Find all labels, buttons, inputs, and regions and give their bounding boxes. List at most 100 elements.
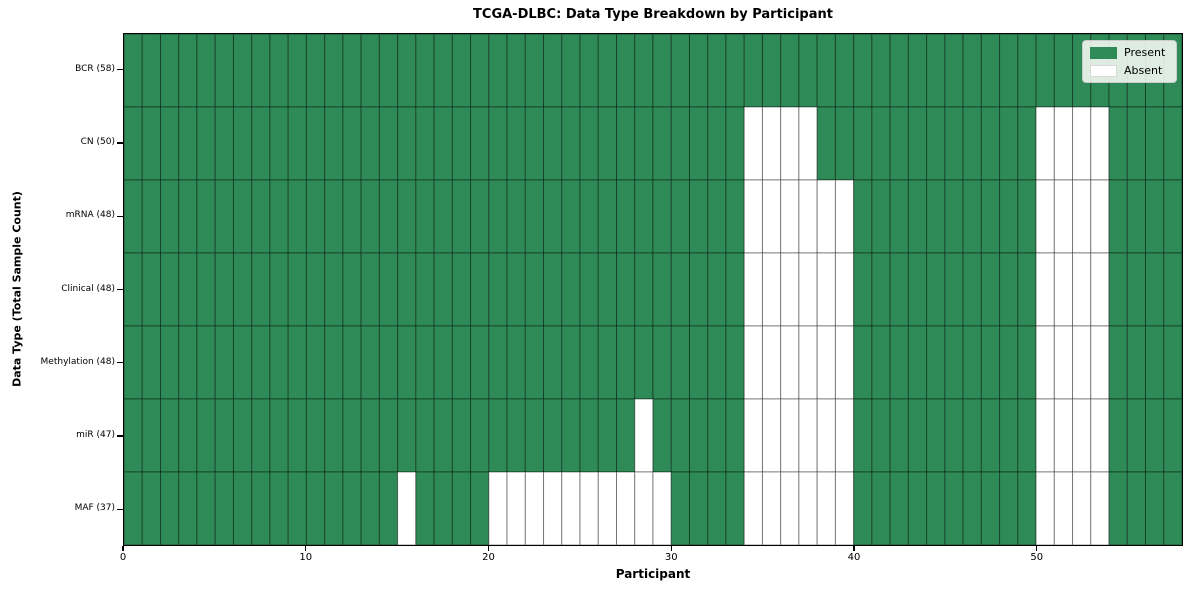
y-tick-label: Clinical (48) bbox=[61, 283, 115, 294]
heatmap-cell bbox=[561, 252, 581, 327]
heatmap-cell bbox=[470, 34, 490, 108]
heatmap-cell bbox=[1126, 252, 1147, 327]
heatmap-cell bbox=[597, 34, 618, 108]
heatmap-cell bbox=[926, 252, 946, 327]
heatmap-cell bbox=[871, 106, 891, 181]
heatmap-cell bbox=[798, 106, 818, 181]
heatmap-cell bbox=[397, 471, 417, 545]
heatmap-plot bbox=[123, 33, 1183, 546]
heatmap-cell bbox=[324, 106, 344, 181]
heatmap-cell bbox=[378, 325, 399, 400]
heatmap-cell bbox=[1163, 325, 1182, 400]
chart-title: TCGA-DLBC: Data Type Breakdown by Partic… bbox=[473, 7, 833, 22]
heatmap-cell bbox=[196, 179, 216, 254]
heatmap-cell bbox=[688, 471, 709, 545]
heatmap-cell bbox=[1163, 179, 1182, 254]
heatmap-cell bbox=[1017, 179, 1037, 254]
heatmap-cell bbox=[597, 179, 618, 254]
heatmap-cell bbox=[470, 252, 490, 327]
heatmap-cell bbox=[214, 179, 234, 254]
heatmap-cell bbox=[360, 471, 380, 545]
heatmap-cell bbox=[707, 398, 727, 473]
heatmap-cell bbox=[1145, 398, 1165, 473]
heatmap-cell bbox=[816, 106, 836, 181]
heatmap-cell bbox=[1017, 471, 1037, 545]
x-tick-mark bbox=[670, 546, 672, 551]
heatmap-cell bbox=[378, 471, 399, 545]
heatmap-cell bbox=[944, 398, 964, 473]
heatmap-cell bbox=[178, 106, 198, 181]
heatmap-cell bbox=[232, 106, 253, 181]
heatmap-cell bbox=[269, 398, 289, 473]
heatmap-cell bbox=[743, 398, 763, 473]
heatmap-cell bbox=[159, 106, 180, 181]
heatmap-cell bbox=[232, 398, 253, 473]
heatmap-cell bbox=[725, 398, 745, 473]
heatmap-cell bbox=[652, 106, 672, 181]
heatmap-cell bbox=[1163, 106, 1182, 181]
heatmap-cell bbox=[761, 34, 782, 108]
heatmap-cell bbox=[780, 34, 800, 108]
heatmap-cell bbox=[798, 398, 818, 473]
heatmap-cell bbox=[926, 471, 946, 545]
heatmap-cell bbox=[378, 34, 399, 108]
heatmap-cell bbox=[141, 398, 161, 473]
heatmap-cell bbox=[378, 179, 399, 254]
heatmap-cell bbox=[397, 106, 417, 181]
heatmap-cell bbox=[871, 179, 891, 254]
heatmap-cell bbox=[889, 471, 909, 545]
heatmap-cell bbox=[634, 471, 654, 545]
heatmap-cell bbox=[488, 325, 508, 400]
heatmap-cell bbox=[214, 106, 234, 181]
heatmap-cell bbox=[761, 179, 782, 254]
heatmap-cell bbox=[597, 471, 618, 545]
heatmap-cell bbox=[725, 471, 745, 545]
heatmap-cell bbox=[287, 34, 307, 108]
heatmap-cell bbox=[324, 471, 344, 545]
heatmap-cell bbox=[743, 252, 763, 327]
heatmap-cell bbox=[853, 471, 873, 545]
heatmap-cell bbox=[743, 179, 763, 254]
heatmap-cell bbox=[451, 179, 472, 254]
heatmap-cell bbox=[196, 252, 216, 327]
heatmap-cell bbox=[470, 106, 490, 181]
heatmap-cell bbox=[962, 106, 982, 181]
heatmap-cell bbox=[1072, 106, 1092, 181]
x-axis-label: Participant bbox=[615, 567, 691, 581]
heatmap-cell bbox=[1072, 471, 1092, 545]
heatmap-cell bbox=[159, 471, 180, 545]
heatmap-cell bbox=[1163, 252, 1182, 327]
heatmap-cell bbox=[378, 106, 399, 181]
heatmap-cell bbox=[232, 471, 253, 545]
heatmap-cell bbox=[980, 106, 1001, 181]
heatmap-cell bbox=[543, 106, 563, 181]
heatmap-cell bbox=[889, 398, 909, 473]
heatmap-cell bbox=[524, 179, 545, 254]
heatmap-cell bbox=[488, 398, 508, 473]
y-tick-mark bbox=[117, 435, 123, 437]
heatmap-cell bbox=[634, 106, 654, 181]
heatmap-cell bbox=[159, 34, 180, 108]
heatmap-cell bbox=[725, 179, 745, 254]
heatmap-cell bbox=[1072, 398, 1092, 473]
heatmap-cell bbox=[707, 106, 727, 181]
heatmap-cell bbox=[214, 471, 234, 545]
heatmap-cell bbox=[688, 252, 709, 327]
heatmap-cell bbox=[944, 471, 964, 545]
y-tick-label: miR (47) bbox=[76, 430, 115, 441]
heatmap-cell bbox=[1035, 252, 1055, 327]
heatmap-cell bbox=[999, 325, 1019, 400]
heatmap-cell bbox=[543, 179, 563, 254]
heatmap-cell bbox=[178, 471, 198, 545]
heatmap-cell bbox=[980, 252, 1001, 327]
heatmap-cell bbox=[634, 325, 654, 400]
heatmap-cell bbox=[506, 34, 526, 108]
heatmap-cell bbox=[597, 252, 618, 327]
heatmap-cell bbox=[889, 34, 909, 108]
heatmap-cell bbox=[269, 106, 289, 181]
heatmap-cell bbox=[926, 106, 946, 181]
heatmap-cell bbox=[287, 179, 307, 254]
heatmap-cell bbox=[634, 179, 654, 254]
heatmap-cell bbox=[579, 398, 599, 473]
heatmap-cell bbox=[524, 34, 545, 108]
